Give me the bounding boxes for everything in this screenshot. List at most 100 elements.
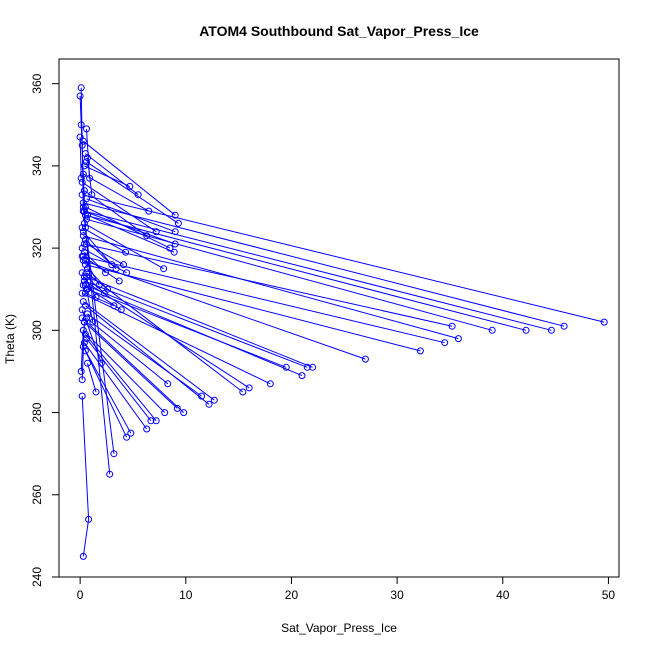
series-3: [78, 191, 608, 326]
data-point: [303, 363, 311, 371]
data-point: [164, 380, 172, 388]
y-tick-label: 300: [30, 320, 44, 340]
data-point: [79, 298, 87, 306]
series-line: [87, 313, 202, 397]
data-point: [84, 265, 91, 273]
series-55: [79, 252, 123, 285]
data-point: [115, 277, 123, 285]
data-point: [198, 392, 206, 400]
data-point: [309, 363, 317, 371]
series-32: [78, 306, 105, 367]
series-line: [84, 165, 131, 187]
data-point: [79, 228, 87, 236]
data-point: [83, 158, 90, 166]
series-66: [76, 133, 85, 182]
series-22: [84, 310, 206, 400]
data-point: [160, 265, 168, 273]
data-point: [84, 154, 91, 162]
data-point: [239, 388, 247, 396]
series-line: [85, 284, 303, 377]
x-tick-label: 40: [496, 588, 510, 602]
series-line: [82, 140, 176, 216]
series-line: [83, 255, 120, 282]
series-45: [81, 203, 174, 252]
data-point: [79, 252, 87, 260]
data-point: [522, 326, 530, 334]
series-17: [78, 289, 274, 388]
data-point: [78, 244, 86, 252]
data-point: [83, 240, 90, 248]
series-line: [84, 280, 308, 368]
series-53: [78, 244, 131, 277]
data-point: [80, 248, 88, 256]
data-point: [78, 376, 86, 384]
series-line: [86, 338, 152, 422]
data-point: [122, 248, 130, 256]
data-point: [171, 240, 179, 248]
data-point: [83, 285, 90, 293]
series-line: [84, 243, 453, 327]
data-point: [83, 269, 90, 277]
series-line: [87, 268, 108, 290]
y-axis: 240 260 280 300 320 340 360: [30, 73, 60, 587]
data-point: [126, 182, 134, 190]
series-layer: [76, 84, 608, 560]
data-point: [547, 326, 555, 334]
data-point: [81, 289, 89, 297]
series-line: [79, 137, 82, 179]
data-point: [108, 261, 116, 269]
series-line: [87, 214, 175, 253]
data-point: [88, 191, 96, 199]
data-point: [110, 450, 118, 458]
data-point: [78, 191, 86, 199]
series-64: [83, 125, 94, 182]
data-point: [161, 409, 169, 417]
series-line: [85, 153, 139, 196]
data-point: [78, 178, 86, 186]
data-point: [76, 133, 84, 141]
data-point: [85, 515, 93, 523]
series-35: [78, 318, 88, 384]
series-59: [80, 273, 100, 301]
series-line: [81, 247, 127, 274]
data-point: [152, 417, 160, 425]
series-50: [79, 228, 116, 269]
series-line: [82, 231, 113, 265]
data-point: [92, 388, 100, 396]
x-axis: 0 10 20 30 40 50: [77, 576, 615, 602]
data-point: [80, 187, 88, 195]
y-tick-label: 260: [30, 484, 44, 504]
series-8: [79, 232, 462, 343]
series-line: [85, 305, 210, 405]
chart-title: ATOM4 Southbound Sat_Vapor_Press_Ice: [199, 23, 479, 39]
data-point: [78, 224, 86, 232]
data-point: [106, 470, 114, 478]
data-point: [80, 219, 88, 227]
data-point: [81, 236, 89, 244]
data-point: [134, 191, 142, 199]
data-point: [171, 211, 179, 219]
data-point: [79, 256, 87, 264]
data-point: [152, 228, 160, 236]
x-tick-label: 30: [390, 588, 404, 602]
data-point: [80, 162, 88, 170]
data-point: [282, 363, 290, 371]
y-tick-label: 360: [30, 73, 44, 93]
data-point: [120, 261, 127, 269]
series-line: [83, 235, 459, 340]
data-point: [180, 409, 188, 417]
data-point: [173, 404, 181, 412]
data-point: [89, 318, 97, 326]
data-point: [78, 269, 86, 277]
y-tick-label: 340: [30, 156, 44, 176]
series-line: [81, 227, 126, 253]
series-line: [85, 292, 115, 307]
series-line: [82, 255, 445, 344]
data-point: [78, 306, 86, 314]
series-line: [81, 322, 85, 380]
series-line: [84, 350, 128, 438]
series-line: [81, 317, 185, 413]
series-65: [77, 121, 86, 149]
series-line: [85, 206, 171, 249]
